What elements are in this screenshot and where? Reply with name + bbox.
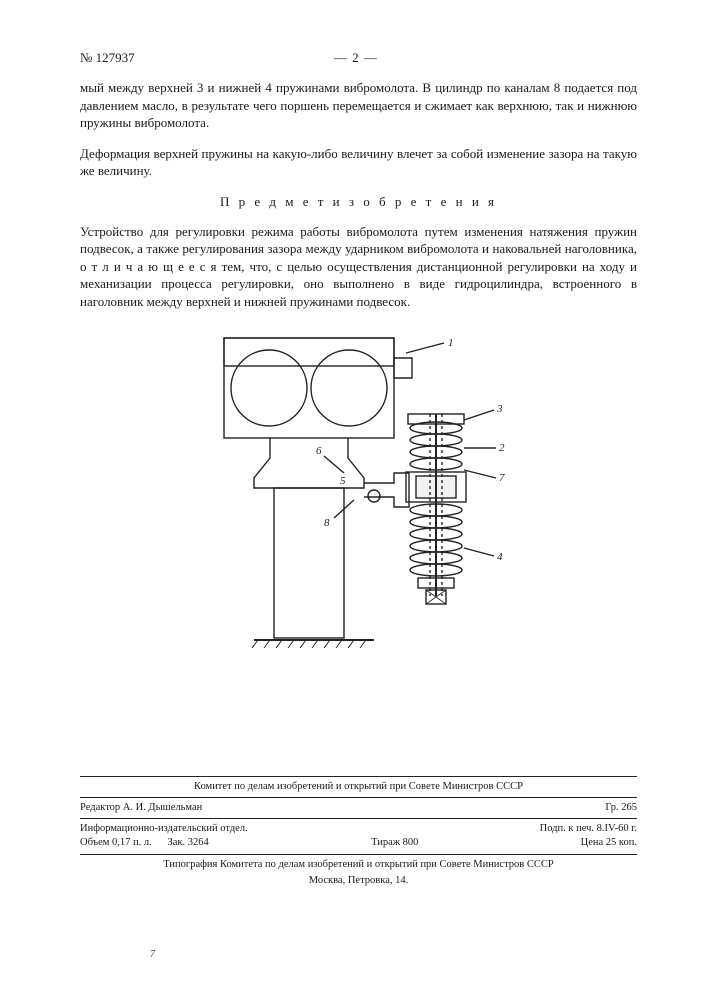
foot-mark: 7 bbox=[150, 949, 155, 960]
volume: Объем 0,17 п. л. bbox=[80, 837, 152, 848]
header-row: № 127937 — 2 — bbox=[80, 50, 637, 66]
diagram-svg: 1 bbox=[194, 328, 524, 668]
footer: Комитет по делам изобретений и открытий … bbox=[80, 773, 637, 890]
fig-label-8: 8 bbox=[324, 517, 330, 529]
group-number: Гр. 265 bbox=[605, 801, 637, 815]
page-number: — 2 — bbox=[334, 50, 378, 66]
editor-name: А. И. Дышельман bbox=[123, 802, 203, 813]
tirazh: Тираж 800 bbox=[371, 836, 418, 850]
editor-label: Редактор bbox=[80, 802, 120, 813]
rule bbox=[80, 797, 637, 798]
rule bbox=[80, 776, 637, 777]
claims-title: П р е д м е т и з о б р е т е н и я bbox=[80, 194, 637, 210]
fig-label-7: 7 bbox=[499, 472, 505, 484]
imprint-row-2: Объем 0,17 п. л. Зак. 3264 Тираж 800 Цен… bbox=[80, 836, 637, 850]
editor-row: Редактор А. И. Дышельман Гр. 265 bbox=[80, 801, 637, 815]
paragraph-2: Деформация верхней пружины на какую-либо… bbox=[80, 145, 637, 180]
rule bbox=[80, 818, 637, 819]
fig-label-2: 2 bbox=[499, 442, 505, 454]
address-line: Москва, Петровка, 14. bbox=[80, 874, 637, 888]
sign-date: Подп. к печ. 8.IV-60 г. bbox=[540, 822, 637, 836]
fig-label-5: 5 bbox=[340, 475, 346, 487]
paragraph-1: мый между верхней 3 и нижней 4 пружинами… bbox=[80, 79, 637, 132]
fig-label-4: 4 bbox=[497, 551, 503, 563]
claim-1: Устройство для регулировки режима работы… bbox=[80, 223, 637, 311]
committee-line: Комитет по делам изобретений и открытий … bbox=[80, 780, 637, 794]
dept: Информационно-издательский отдел. bbox=[80, 822, 248, 836]
figure: 1 bbox=[80, 328, 637, 673]
fig-label-1: 1 bbox=[448, 337, 454, 349]
spacer bbox=[577, 50, 637, 66]
order-number: Зак. 3264 bbox=[168, 837, 209, 848]
fig-label-3: 3 bbox=[496, 403, 503, 415]
doc-number: № 127937 bbox=[80, 50, 135, 66]
price: Цена 25 коп. bbox=[581, 836, 637, 850]
rule bbox=[80, 854, 637, 855]
typography-line: Типография Комитета по делам изобретений… bbox=[80, 858, 637, 872]
fig-label-6: 6 bbox=[316, 445, 322, 457]
imprint-row-1: Информационно-издательский отдел. Подп. … bbox=[80, 822, 637, 836]
